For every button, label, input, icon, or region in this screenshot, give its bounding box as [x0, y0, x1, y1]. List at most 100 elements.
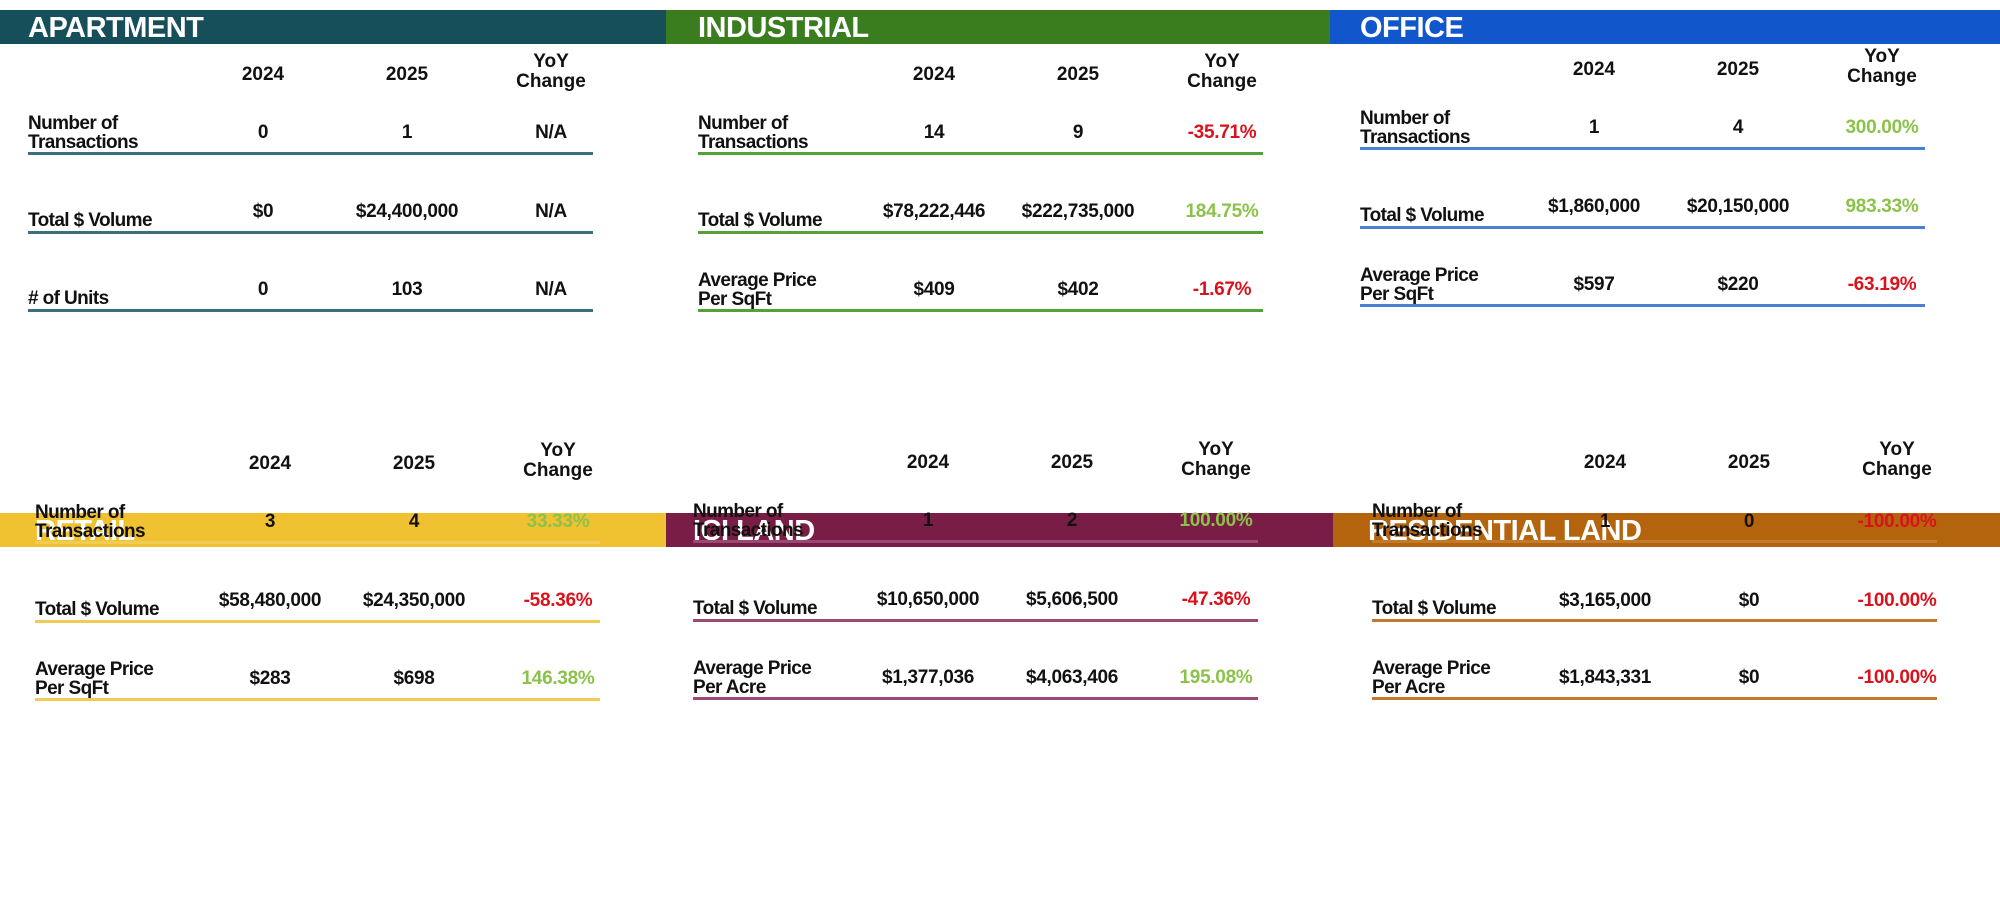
value-2025: $0: [1738, 590, 1760, 611]
row-label: Total $ Volume: [1360, 205, 1485, 226]
value-2024: $58,480,000: [218, 590, 322, 611]
value-2024: 0: [257, 279, 269, 300]
panel-header-office: [1330, 10, 2000, 44]
row-label: Average Price Per SqFt: [1360, 265, 1479, 304]
yoy-header-line2: Change: [1187, 71, 1257, 92]
value-2025: $5,606,500: [1025, 589, 1119, 610]
column-header-2025: 2025: [1050, 452, 1094, 473]
value-2025: $0: [1738, 667, 1760, 688]
yoy-header-line1: YoY: [1879, 439, 1915, 460]
row-divider: [35, 698, 600, 701]
value-2025: $222,735,000: [1021, 201, 1135, 222]
value-yoy-change: 33.33%: [526, 511, 590, 532]
value-2025: 103: [391, 279, 423, 300]
row-label: Average Price Per Acre: [693, 658, 812, 698]
value-2025: $402: [1057, 279, 1099, 300]
column-header-yoy-change: YoY Change: [1152, 52, 1292, 92]
column-header-2024: 2024: [1583, 452, 1627, 473]
column-header-2024: 2024: [906, 452, 950, 473]
value-2024: 1: [1588, 117, 1600, 138]
row-label: Average Price Per Acre: [1372, 658, 1491, 697]
column-header-2025: 2025: [1056, 64, 1100, 85]
value-2025: $24,400,000: [355, 201, 459, 222]
value-2025: 2: [1066, 510, 1078, 531]
row-label-line1: Number of: [28, 113, 118, 134]
value-2024: $1,843,331: [1558, 667, 1652, 688]
value-2025: 0: [1743, 511, 1755, 532]
value-2024: $1,860,000: [1547, 196, 1641, 217]
row-divider: [693, 697, 1258, 700]
value-2024: $0: [252, 201, 274, 222]
row-divider: [28, 231, 593, 234]
row-label-line1: Average Price: [693, 658, 812, 679]
column-header-2025: 2025: [392, 453, 436, 474]
row-label-line1: Average Price: [1372, 658, 1491, 679]
value-yoy-change: N/A: [535, 122, 567, 143]
row-label-line1: Number of: [698, 113, 788, 134]
value-yoy-change: 184.75%: [1185, 201, 1259, 222]
row-divider: [693, 540, 1258, 543]
value-yoy-change: -100.00%: [1857, 590, 1937, 611]
row-divider: [28, 309, 593, 312]
column-header-2024: 2024: [912, 64, 956, 85]
value-yoy-change: -1.67%: [1192, 279, 1252, 300]
panel-title: OFFICE: [1360, 12, 1464, 44]
column-header-2024: 2024: [241, 64, 285, 85]
row-divider: [693, 619, 1258, 622]
row-label-line1: Average Price: [35, 659, 154, 680]
row-label: Total $ Volume: [1372, 598, 1497, 619]
value-2024: 14: [923, 122, 945, 143]
value-yoy-change: 300.00%: [1845, 117, 1919, 138]
yoy-header-line1: YoY: [1198, 439, 1234, 460]
value-yoy-change: 146.38%: [521, 668, 595, 689]
value-yoy-change: 195.08%: [1179, 667, 1253, 688]
row-label: Number of Transactions: [1360, 108, 1471, 147]
column-header-yoy-change: YoY Change: [488, 441, 628, 481]
row-label-line2: Transactions: [693, 520, 804, 541]
column-header-2024: 2024: [248, 453, 292, 474]
row-divider: [1372, 540, 1937, 543]
panel-header-apartment: [0, 10, 666, 44]
yoy-header-line2: Change: [1847, 66, 1917, 87]
row-divider: [1372, 619, 1937, 622]
row-label-line1: Total $ Volume: [35, 599, 160, 620]
row-divider: [28, 152, 593, 155]
row-divider: [35, 620, 600, 623]
row-label: Total $ Volume: [35, 599, 160, 620]
row-label-line1: Total $ Volume: [1372, 598, 1497, 619]
row-divider: [35, 541, 600, 544]
row-label-line2: Per Acre: [693, 677, 766, 698]
row-label-line1: Average Price: [698, 270, 817, 291]
column-header-2024: 2024: [1572, 59, 1616, 80]
row-divider: [1360, 226, 1925, 229]
row-label: Number of Transactions: [1372, 502, 1483, 540]
row-label-line1: Total $ Volume: [1360, 205, 1485, 226]
row-label-line1: Number of: [1360, 108, 1450, 129]
row-label: Number of Transactions: [35, 503, 146, 541]
row-label: Total $ Volume: [693, 599, 818, 618]
value-2025: 9: [1072, 122, 1084, 143]
row-label-line2: Transactions: [698, 132, 809, 153]
value-2024: $10,650,000: [876, 589, 980, 610]
value-2024: $283: [249, 668, 291, 689]
value-yoy-change: -58.36%: [523, 590, 593, 611]
yoy-header-line2: Change: [523, 460, 593, 481]
row-label-line1: Total $ Volume: [28, 210, 153, 231]
row-label: Number of Transactions: [698, 113, 809, 153]
value-2024: $1,377,036: [881, 667, 975, 688]
yoy-header-line2: Change: [1862, 459, 1932, 480]
row-label: Average Price Per SqFt: [698, 270, 817, 309]
yoy-header-line2: Change: [516, 71, 586, 92]
row-label-line1: Average Price: [1360, 265, 1479, 286]
value-2024: $78,222,446: [882, 201, 986, 222]
row-label-line2: Per SqFt: [35, 678, 109, 699]
value-yoy-change: -63.19%: [1847, 274, 1917, 295]
row-label-line1: Number of: [693, 501, 783, 522]
value-2024: 1: [1599, 511, 1611, 532]
value-2025: $220: [1717, 274, 1759, 295]
row-label-line1: Total $ Volume: [698, 210, 823, 231]
yoy-header-line2: Change: [1181, 459, 1251, 480]
row-label: # of Units: [28, 289, 109, 308]
value-2024: 3: [264, 511, 276, 532]
row-divider: [1360, 304, 1925, 307]
